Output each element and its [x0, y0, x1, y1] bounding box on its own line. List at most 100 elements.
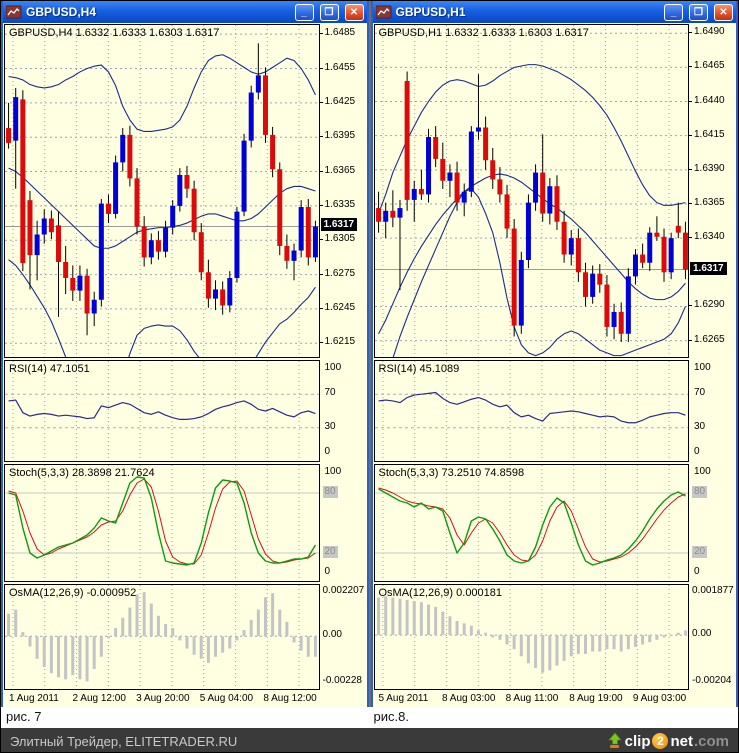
candlestick-chart[interactable]: GBPUSD,H1 1.6332 1.6333 1.6303 1.6317 [373, 24, 689, 358]
time-tick-label: 8 Aug 19:00 [569, 693, 623, 704]
osma-level-label: 0.00 [692, 628, 712, 640]
rsi-level-label: 0 [324, 446, 331, 457]
rsi-level-label: 30 [694, 420, 706, 432]
price-tick: 1.6415 [694, 128, 725, 140]
rsi-label: RSI(14) 47.1051 [9, 363, 90, 375]
stochastic-level-label: 100 [694, 466, 711, 477]
price-tick: 1.6425 [324, 95, 356, 107]
maximize-button[interactable]: ❐ [689, 3, 708, 21]
osma-level-label: 0.002207 [322, 585, 365, 596]
stochastic-label: Stoch(5,3,3) 73.2510 74.8598 [378, 467, 525, 479]
rsi-level-label: 100 [324, 362, 342, 373]
stochastic-level-label: 0 [324, 566, 331, 577]
price-tick: 1.6440 [694, 94, 725, 106]
rsi-axis: 100 70 30 0 [689, 360, 735, 462]
osma-label: OsMA(12,26,9) 0.000181 [378, 587, 503, 599]
stochastic-level-label: 20 [692, 546, 708, 558]
current-price-tag: 1.6317 [320, 218, 358, 232]
price-tick: 1.6490 [694, 26, 725, 38]
caption-fig8: рис.8. [373, 709, 409, 724]
stochastic-level-label: 100 [324, 466, 342, 477]
rsi-level-label: 100 [694, 362, 711, 373]
osma-axis: 0.002207 0.00 -0.00228 [320, 584, 366, 690]
chart-quote-label: GBPUSD,H4 1.6332 1.6333 1.6303 1.6317 [9, 27, 220, 39]
rsi-level-label: 70 [324, 387, 336, 399]
chart-window-h1: GBPUSD,H1 _ ❐ ✕ GBPUSD,H1 1.6332 1.6333 … [370, 1, 738, 707]
stochastic-indicator-chart[interactable]: Stoch(5,3,3) 28.3898 21.7624 [4, 464, 320, 582]
current-price-tag: 1.6317 [690, 261, 727, 275]
price-tick: 1.6215 [324, 336, 356, 348]
chart-window-h4: GBPUSD,H4 _ ❐ ✕ GBPUSD,H4 1.6332 1.6333 … [1, 1, 369, 707]
rsi-indicator-chart[interactable]: RSI(14) 45.1089 [373, 360, 689, 462]
candlestick-chart[interactable]: GBPUSD,H4 1.6332 1.6333 1.6303 1.6317 [4, 24, 320, 358]
price-tick: 1.6465 [694, 60, 725, 72]
price-axis: 1.6485 1.6455 1.6425 1.6395 1.6365 1.6335 1.63… [319, 24, 366, 358]
price-tick: 1.6365 [694, 196, 725, 208]
clip2net-logo[interactable]: clip 2 net .com [606, 732, 729, 750]
price-tick: 1.6305 [324, 233, 356, 245]
mdi-area: GBPUSD,H4 _ ❐ ✕ GBPUSD,H4 1.6332 1.6333 … [1, 1, 738, 707]
stochastic-indicator-chart[interactable]: Stoch(5,3,3) 73.2510 74.8598 [373, 464, 689, 582]
window-title: GBPUSD,H4 [26, 5, 97, 19]
stochastic-label: Stoch(5,3,3) 28.3898 21.7624 [9, 467, 155, 479]
time-tick-label: 2 Aug 12:00 [72, 693, 126, 704]
close-button[interactable]: ✕ [344, 3, 364, 21]
titlebar[interactable]: GBPUSD,H4 _ ❐ ✕ [3, 1, 367, 23]
osma-level-label: -0.00228 [322, 675, 362, 686]
time-tick-label: 5 Aug 2011 [378, 693, 429, 704]
minimize-button[interactable]: _ [294, 3, 314, 21]
stochastic-level-label: 0 [694, 566, 700, 577]
stochastic-level-label: 80 [322, 486, 338, 498]
time-tick-label: 8 Aug 11:00 [505, 693, 559, 704]
osma-level-label: -0.00204 [692, 675, 732, 686]
time-tick-label: 9 Aug 03:00 [632, 693, 687, 704]
titlebar[interactable]: GBPUSD,H1 _ ❐ ✕ [372, 1, 736, 23]
time-tick-label: 8 Aug 03:00 [442, 693, 496, 704]
up-arrow-icon [607, 732, 622, 748]
time-tick-label: 5 Aug 04:00 [199, 693, 254, 704]
logo-2-badge: 2 [652, 733, 669, 749]
price-tick: 1.6395 [324, 130, 356, 142]
caption-fig7: рис. 7 [6, 709, 42, 724]
rsi-level-label: 0 [694, 446, 700, 457]
rsi-indicator-chart[interactable]: RSI(14) 47.1051 [4, 360, 320, 462]
time-tick-label: 8 Aug 12:00 [263, 693, 317, 704]
stochastic-level-label: 20 [322, 546, 338, 558]
price-tick: 1.6245 [324, 301, 356, 313]
logo-clip: clip [624, 732, 651, 750]
price-tick: 1.6485 [324, 27, 356, 39]
rsi-label: RSI(14) 45.1089 [378, 363, 460, 375]
price-tick: 1.6265 [694, 333, 725, 345]
window-title: GBPUSD,H1 [395, 5, 466, 19]
price-axis: 1.6490 1.6465 1.6440 1.6415 1.6390 1.6365 1.63… [689, 24, 735, 358]
footer-bar: Элитный Трейдер, ELITETRADER.RU clip 2 n… [1, 728, 738, 752]
time-axis: 1 Aug 2011 2 Aug 12:00 3 Aug 20:00 5 Aug 04… [4, 692, 320, 706]
logo-net: net [670, 732, 693, 750]
figure-captions: рис. 7 рис.8. [1, 707, 738, 728]
rsi-level-label: 70 [694, 387, 706, 399]
maximize-button[interactable]: ❐ [319, 3, 339, 21]
osma-indicator-chart[interactable]: OsMA(12,26,9) -0.000952 [4, 584, 320, 690]
credit-text: Элитный Трейдер, ELITETRADER.RU [10, 733, 238, 749]
chart-body: GBPUSD,H4 1.6332 1.6333 1.6303 1.6317 1.… [3, 23, 367, 707]
price-tick: 1.6455 [324, 61, 356, 73]
rsi-axis: 100 70 30 0 [320, 360, 366, 462]
osma-indicator-chart[interactable]: OsMA(12,26,9) 0.000181 [373, 584, 689, 690]
osma-axis: 0.001877 0.00 -0.00204 [689, 584, 735, 690]
stochastic-axis: 100 80 20 0 [689, 464, 735, 582]
chart-quote-label: GBPUSD,H1 1.6332 1.6333 1.6303 1.6317 [378, 27, 589, 39]
time-tick-label: 1 Aug 2011 [8, 693, 59, 704]
minimize-button[interactable]: _ [664, 3, 683, 21]
chart-body: GBPUSD,H1 1.6332 1.6333 1.6303 1.6317 1.… [372, 23, 736, 707]
close-button[interactable]: ✕ [714, 3, 733, 21]
time-tick-label: 3 Aug 20:00 [136, 693, 190, 704]
time-axis: 5 Aug 2011 8 Aug 03:00 8 Aug 11:00 8 Aug 19… [374, 692, 690, 706]
osma-level-label: 0.001877 [692, 585, 734, 596]
price-tick: 1.6365 [324, 164, 356, 176]
stochastic-level-label: 80 [692, 486, 708, 498]
rsi-level-label: 30 [324, 420, 336, 432]
price-tick: 1.6340 [694, 231, 725, 243]
stochastic-axis: 100 80 20 0 [320, 464, 366, 582]
osma-level-label: 0.00 [322, 629, 342, 641]
